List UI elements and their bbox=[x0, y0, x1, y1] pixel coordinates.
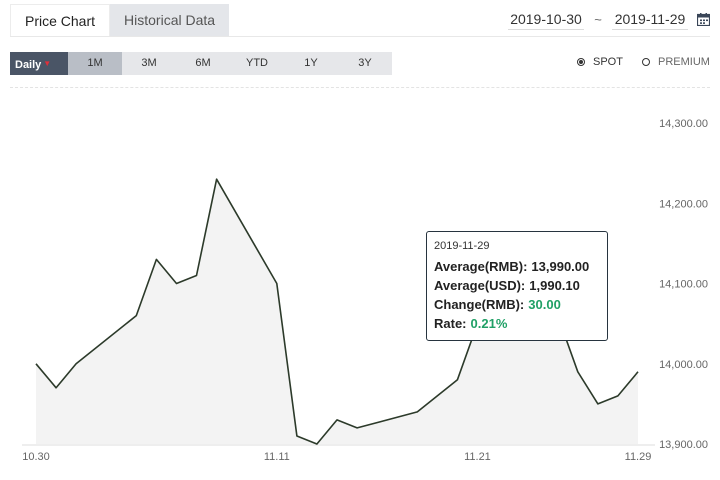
premium-radio[interactable]: PREMIUM bbox=[642, 56, 710, 68]
spot-radio[interactable]: SPOT bbox=[577, 56, 623, 68]
tab-divider bbox=[10, 36, 710, 37]
tooltip-change: Change(RMB): 30.00 bbox=[434, 295, 607, 314]
change-label: Change(RMB): bbox=[434, 297, 525, 312]
end-date-field[interactable]: 2019-11-29 bbox=[612, 8, 688, 30]
tooltip-avg-rmb: Average(RMB): 13,990.00 bbox=[434, 257, 607, 276]
date-range-picker: 2019-10-30 ~ 2019-11-29 bbox=[508, 8, 714, 30]
period-3m[interactable]: 3M bbox=[141, 57, 157, 69]
rate-label: Rate: bbox=[434, 316, 467, 331]
calendar-icon[interactable] bbox=[692, 8, 714, 30]
tooltip-avg-usd: Average(USD): 1,990.10 bbox=[434, 276, 607, 295]
premium-label: PREMIUM bbox=[658, 56, 710, 68]
avg-rmb-label: Average(RMB): bbox=[434, 259, 528, 274]
avg-usd-label: Average(USD): bbox=[434, 278, 526, 293]
date-separator: ~ bbox=[594, 11, 602, 27]
tooltip-rate: Rate: 0.21% bbox=[434, 314, 607, 333]
y-tick-label: 13,900.00 bbox=[659, 439, 708, 451]
radio-checked-icon bbox=[577, 58, 585, 66]
tab-price-chart[interactable]: Price Chart bbox=[10, 4, 111, 37]
period-selector: Daily ▼ 1M 3M 6M YTD 1Y 3Y bbox=[10, 52, 392, 75]
avg-usd-value: 1,990.10 bbox=[529, 278, 580, 293]
period-1m[interactable]: 1M bbox=[68, 52, 122, 75]
chart-top-border bbox=[10, 87, 710, 88]
avg-rmb-value: 13,990.00 bbox=[531, 259, 590, 274]
tab-historical-data[interactable]: Historical Data bbox=[110, 4, 230, 37]
x-tick-label: 11.11 bbox=[264, 451, 290, 463]
period-1y[interactable]: 1Y bbox=[304, 57, 318, 69]
rate-value: 0.21% bbox=[470, 316, 508, 331]
y-tick-label: 14,300.00 bbox=[659, 118, 708, 130]
radio-unchecked-icon bbox=[642, 58, 650, 66]
price-tooltip: 2019-11-29 Average(RMB): 13,990.00 Averag… bbox=[426, 231, 608, 341]
y-tick-label: 14,100.00 bbox=[659, 279, 708, 291]
daily-label: Daily bbox=[15, 59, 42, 71]
x-tick-label: 11.21 bbox=[464, 451, 491, 463]
chart-tabs: Price Chart Historical Data bbox=[10, 4, 230, 37]
price-area bbox=[36, 179, 638, 444]
period-ytd[interactable]: YTD bbox=[246, 57, 268, 69]
y-tick-label: 14,200.00 bbox=[659, 198, 708, 210]
tooltip-date: 2019-11-29 bbox=[434, 240, 490, 252]
caret-down-icon: ▼ bbox=[43, 59, 52, 68]
period-3y[interactable]: 3Y bbox=[358, 57, 372, 69]
spot-label: SPOT bbox=[593, 56, 623, 68]
start-date-field[interactable]: 2019-10-30 bbox=[508, 8, 584, 30]
x-tick-label: 11.29 bbox=[625, 451, 652, 463]
period-6m[interactable]: 6M bbox=[195, 57, 211, 69]
y-tick-label: 14,000.00 bbox=[659, 359, 708, 371]
daily-dropdown[interactable]: Daily ▼ bbox=[10, 52, 68, 75]
change-value: 30.00 bbox=[528, 297, 561, 312]
x-tick-label: 10.30 bbox=[22, 451, 50, 463]
